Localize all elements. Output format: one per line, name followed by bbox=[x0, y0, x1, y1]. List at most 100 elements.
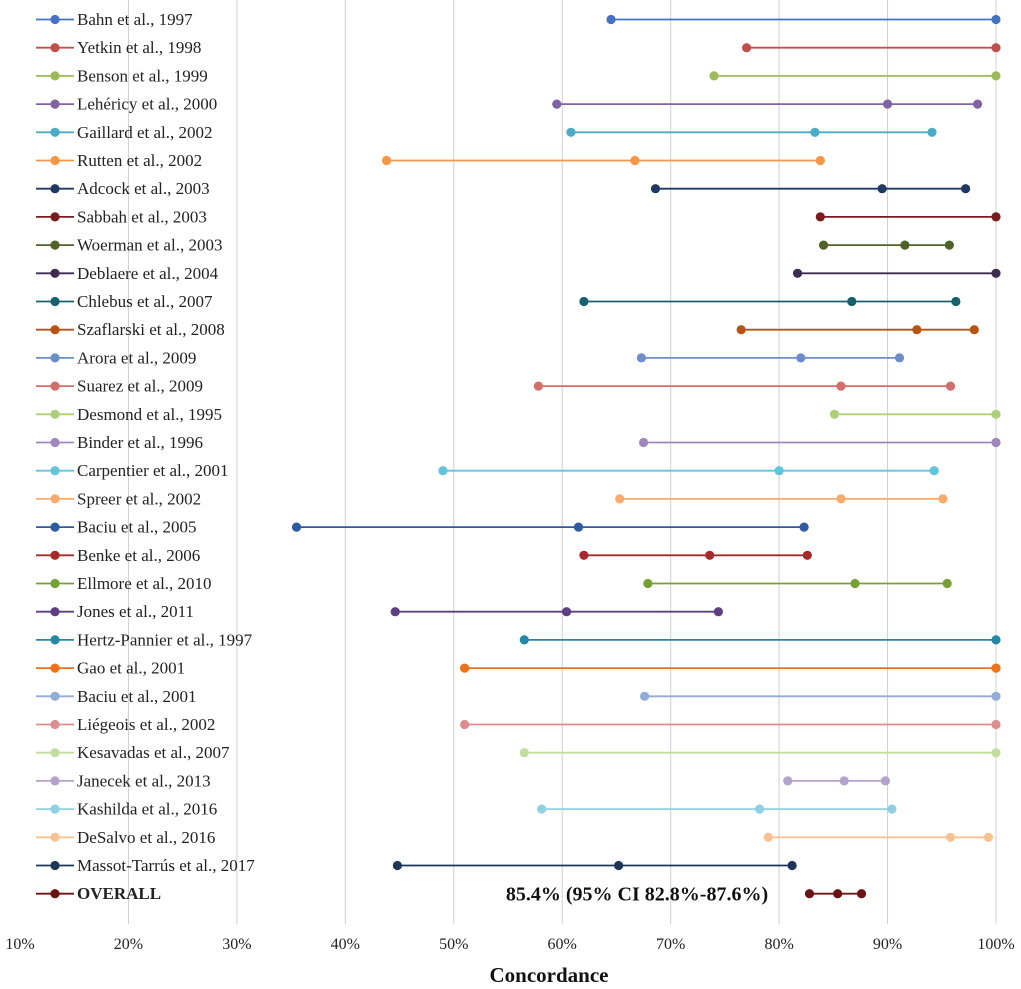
point-baciu-et-al-2005-0 bbox=[291, 522, 302, 532]
legend-label-desalvo-et-al-2016: DeSalvo et al., 2016 bbox=[77, 828, 215, 847]
point-jones-et-al-2011-2 bbox=[713, 607, 723, 617]
legend-marker-gao-et-al-2001 bbox=[50, 663, 60, 673]
point-benson-et-al-1999-0 bbox=[709, 71, 719, 81]
legend-marker-jones-et-al-2011 bbox=[50, 607, 60, 617]
point-carpentier-et-al-2001-2 bbox=[929, 466, 939, 476]
series-woerman-et-al-2003 bbox=[818, 240, 954, 250]
point-overall-1 bbox=[833, 889, 843, 899]
x-tick-10pct: 10% bbox=[5, 936, 34, 953]
legend-marker-binder-et-al-1996 bbox=[50, 437, 60, 448]
point-janecek-et-al-2013-2 bbox=[880, 776, 890, 786]
legend-label-adcock-et-al-2003: Adcock et al., 2003 bbox=[77, 179, 210, 198]
legend-label-overall: OVERALL bbox=[77, 884, 161, 903]
legend-label-bahn-et-al-1997: Bahn et al., 1997 bbox=[77, 10, 193, 29]
legend-label-desmond-et-al-1995: Desmond et al., 1995 bbox=[77, 405, 222, 424]
point-szaflarski-et-al-2008-2 bbox=[969, 325, 979, 335]
series-yetkin-et-al-1998 bbox=[741, 43, 1001, 53]
legend-label-chlebus-et-al-2007: Chlebus et al., 2007 bbox=[77, 292, 213, 311]
legend-label-baciu-et-al-2001: Baciu et al., 2001 bbox=[77, 687, 196, 706]
x-tick-100pct: 100% bbox=[977, 936, 1014, 953]
point-liegeois-et-al-2002-1 bbox=[991, 719, 1001, 730]
point-janecek-et-al-2013-1 bbox=[839, 776, 849, 786]
legend-marker-chlebus-et-al-2007 bbox=[50, 296, 60, 307]
legend-marker-desalvo-et-al-2016 bbox=[50, 832, 60, 842]
point-deblaere-et-al-2004-0 bbox=[792, 268, 803, 278]
series-sabbah-et-al-2003 bbox=[815, 212, 1001, 222]
point-deblaere-et-al-2004-1 bbox=[991, 268, 1001, 278]
legend-label-jones-et-al-2011: Jones et al., 2011 bbox=[77, 602, 194, 621]
point-janecek-et-al-2013-0 bbox=[783, 776, 793, 786]
x-tick-60pct: 60% bbox=[548, 936, 577, 953]
gridlines bbox=[127, 0, 997, 924]
x-tick-40pct: 40% bbox=[331, 936, 360, 953]
legend-marker-sabbah-et-al-2003 bbox=[50, 212, 60, 222]
legend-label-kashilda-et-al-2016: Kashilda et al., 2016 bbox=[77, 800, 217, 819]
legend-marker-benson-et-al-1999 bbox=[50, 71, 60, 81]
x-axis-title: Concordance bbox=[490, 963, 609, 987]
legend-marker-carpentier-et-al-2001 bbox=[50, 466, 60, 476]
legend-marker-janecek-et-al-2013 bbox=[50, 776, 60, 786]
legend-marker-gaillard-et-al-2002 bbox=[50, 127, 60, 137]
point-desmond-et-al-1995-0 bbox=[829, 409, 840, 419]
legend-label-benson-et-al-1999: Benson et al., 1999 bbox=[77, 66, 208, 85]
series-baciu-et-al-2005 bbox=[291, 522, 809, 532]
point-jones-et-al-2011-1 bbox=[561, 607, 572, 617]
legend-marker-suarez-et-al-2009 bbox=[50, 381, 60, 391]
point-yetkin-et-al-1998-0 bbox=[741, 43, 752, 53]
point-overall-0 bbox=[804, 889, 815, 899]
point-gao-et-al-2001-1 bbox=[991, 663, 1001, 673]
legend-marker-hertz-pannier-et-al-1997 bbox=[50, 635, 60, 645]
point-adcock-et-al-2003-1 bbox=[877, 184, 887, 194]
point-suarez-et-al-2009-1 bbox=[836, 381, 846, 391]
point-lehericy-et-al-2000-1 bbox=[882, 99, 893, 109]
point-chlebus-et-al-2007-0 bbox=[579, 296, 589, 307]
x-tick-70pct: 70% bbox=[656, 936, 685, 953]
series-benke-et-al-2006 bbox=[579, 550, 812, 560]
point-kashilda-et-al-2016-0 bbox=[537, 804, 547, 814]
point-spreer-et-al-2002-2 bbox=[938, 494, 948, 504]
point-desalvo-et-al-2016-1 bbox=[945, 832, 956, 842]
legend-label-lehericy-et-al-2000: Lehéricy et al., 2000 bbox=[77, 95, 217, 114]
series-group bbox=[291, 14, 1001, 899]
point-suarez-et-al-2009-0 bbox=[533, 381, 543, 391]
point-binder-et-al-1996-1 bbox=[991, 437, 1001, 448]
point-bahn-et-al-1997-1 bbox=[991, 14, 1001, 25]
point-desalvo-et-al-2016-0 bbox=[763, 832, 773, 842]
point-desmond-et-al-1995-1 bbox=[991, 409, 1001, 419]
legend-marker-baciu-et-al-2005 bbox=[50, 522, 60, 532]
series-binder-et-al-1996 bbox=[638, 437, 1001, 448]
point-arora-et-al-2009-2 bbox=[894, 353, 905, 363]
x-tick-20pct: 20% bbox=[114, 936, 143, 953]
legend-marker-bahn-et-al-1997 bbox=[50, 14, 60, 25]
series-rutten-et-al-2002 bbox=[381, 155, 825, 166]
x-axis-ticks: 10% 20% 30% 40% 50% 60% 70% 80% 90% 100% bbox=[5, 936, 1014, 953]
x-tick-30pct: 30% bbox=[222, 936, 251, 953]
legend-label-janecek-et-al-2013: Janecek et al., 2013 bbox=[77, 771, 211, 790]
point-jones-et-al-2011-0 bbox=[390, 607, 400, 617]
legend-marker-adcock-et-al-2003 bbox=[50, 184, 60, 194]
series-lehericy-et-al-2000 bbox=[552, 99, 983, 109]
legend-marker-deblaere-et-al-2004 bbox=[50, 268, 60, 278]
point-lehericy-et-al-2000-0 bbox=[552, 99, 562, 109]
series-chlebus-et-al-2007 bbox=[579, 296, 961, 307]
point-hertz-pannier-et-al-1997-0 bbox=[519, 635, 529, 645]
legend: Bahn et al., 1997 Yetkin et al., 1998 Bens… bbox=[36, 10, 255, 903]
point-binder-et-al-1996-0 bbox=[638, 437, 649, 448]
legend-label-yetkin-et-al-1998: Yetkin et al., 1998 bbox=[77, 38, 201, 57]
point-spreer-et-al-2002-0 bbox=[615, 494, 625, 504]
series-baciu-et-al-2001 bbox=[640, 691, 1001, 701]
point-sabbah-et-al-2003-1 bbox=[991, 212, 1001, 222]
series-desmond-et-al-1995 bbox=[829, 409, 1001, 419]
legend-label-szaflarski-et-al-2008: Szaflarski et al., 2008 bbox=[77, 320, 225, 339]
series-kashilda-et-al-2016 bbox=[537, 804, 897, 814]
legend-label-arora-et-al-2009: Arora et al., 2009 bbox=[77, 348, 196, 367]
point-baciu-et-al-2005-2 bbox=[799, 522, 809, 532]
point-gao-et-al-2001-0 bbox=[460, 663, 470, 673]
point-rutten-et-al-2002-0 bbox=[381, 155, 392, 166]
legend-label-ellmore-et-al-2010: Ellmore et al., 2010 bbox=[77, 574, 212, 593]
legend-marker-woerman-et-al-2003 bbox=[50, 240, 60, 250]
point-adcock-et-al-2003-2 bbox=[961, 184, 971, 194]
point-spreer-et-al-2002-1 bbox=[836, 494, 846, 504]
legend-marker-baciu-et-al-2001 bbox=[50, 691, 60, 701]
series-ellmore-et-al-2010 bbox=[643, 578, 952, 589]
